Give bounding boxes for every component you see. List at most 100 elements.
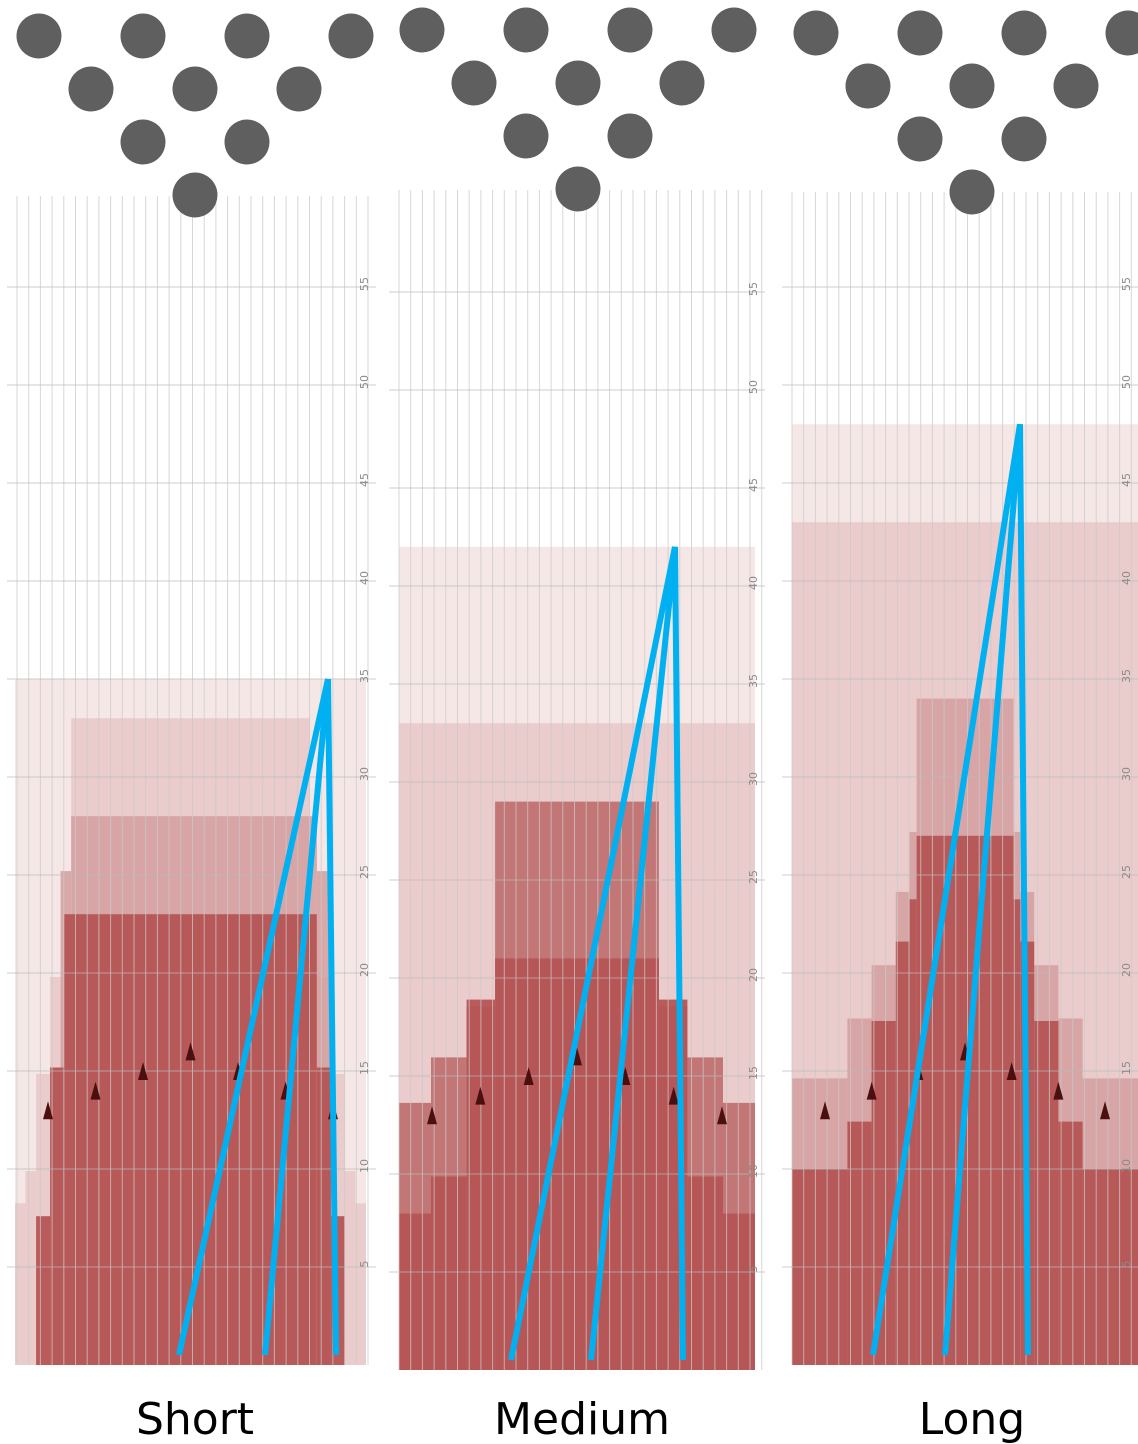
pin-circle-icon — [897, 10, 943, 56]
layer-pale-segment — [15, 1203, 26, 1365]
marker-triangle-icon — [475, 1086, 486, 1105]
marker-triangle-icon — [572, 1047, 582, 1066]
marker-triangle-icon — [43, 1101, 53, 1120]
tick-label: 15 — [1120, 1061, 1133, 1075]
marker-triangle-icon — [90, 1081, 101, 1100]
layer-core-segment — [36, 1216, 51, 1365]
pin-circle-icon — [120, 13, 166, 59]
panel-long: 5 10 15 20 25 30 35 40 45 50 55 — [782, 10, 1138, 1365]
marker-triangle-icon — [138, 1062, 148, 1080]
tick-label: 35 — [747, 674, 760, 688]
pin-circle-icon — [607, 7, 653, 53]
panel-short: 5 10 15 20 25 30 35 40 45 50 55 — [7, 13, 376, 1365]
marker-triangle-icon — [1100, 1101, 1110, 1120]
pin-circle-icon — [276, 66, 322, 112]
tick-label: 15 — [747, 1066, 760, 1080]
tick-label: 20 — [747, 968, 760, 982]
tick-label: 20 — [1120, 963, 1133, 977]
pin-circle-icon — [172, 172, 218, 218]
layer-core-segment — [431, 1176, 467, 1370]
marker-triangle-icon — [866, 1081, 877, 1100]
pin-circle-icon — [845, 63, 891, 109]
layer-pale-segment — [25, 1171, 36, 1365]
tick-label: 50 — [1120, 375, 1133, 389]
marker-triangle-icon — [427, 1106, 437, 1125]
layer-core-segment — [1034, 1021, 1059, 1365]
pin-circle-icon — [897, 116, 943, 162]
pin-circle-icon — [711, 7, 757, 53]
marker-triangle-icon — [523, 1067, 534, 1085]
pin-circle-icon — [16, 13, 62, 59]
pin-circle-icon — [659, 60, 705, 106]
ray-line — [672, 546, 686, 1361]
pin-circle-icon — [1001, 116, 1047, 162]
tick-label: 55 — [1120, 277, 1133, 291]
marker-triangle-icon — [820, 1101, 830, 1120]
marker-triangle-icon — [185, 1042, 196, 1061]
pin-circle-icon — [555, 60, 601, 106]
tick-label: 30 — [747, 772, 760, 786]
tick-label: 25 — [358, 865, 371, 879]
layer-core-segment — [316, 1067, 331, 1365]
tick-label: 45 — [1120, 473, 1133, 487]
tick-label: 10 — [747, 1164, 760, 1178]
tick-label: 35 — [1120, 669, 1133, 683]
tick-label: 25 — [1120, 865, 1133, 879]
tick-label: 45 — [358, 473, 371, 487]
pin-circle-icon — [328, 13, 374, 59]
ray-line — [508, 546, 678, 1361]
tick-label: 50 — [358, 375, 371, 389]
ray-line — [325, 678, 339, 1356]
pin-circle-icon — [555, 166, 601, 212]
layer-core-segment — [871, 1021, 896, 1365]
tick-label: 10 — [358, 1159, 371, 1173]
pin-circle-icon — [503, 7, 549, 53]
tick-label: 20 — [358, 963, 371, 977]
tick-label: 5 — [747, 1266, 760, 1273]
ray-line — [262, 678, 331, 1356]
pin-circle-icon — [949, 169, 995, 215]
ray-line — [588, 546, 678, 1361]
panel-label-medium: Medium — [494, 1394, 670, 1444]
tick-label: 50 — [747, 380, 760, 394]
layer-core-segment — [687, 1176, 723, 1370]
layer-pale-segment — [355, 1203, 366, 1365]
tick-label: 40 — [358, 571, 371, 585]
pin-circle-icon — [172, 66, 218, 112]
layer-pale-segment — [344, 1171, 356, 1365]
tick-label: 15 — [358, 1061, 371, 1075]
panel-label-short: Short — [136, 1394, 254, 1444]
pin-circle-icon — [120, 119, 166, 165]
tick-label: 45 — [747, 478, 760, 492]
pin-circle-icon — [607, 113, 653, 159]
ray-line — [870, 423, 1023, 1356]
pin-circle-icon — [1105, 10, 1138, 56]
layer-core-segment — [50, 1067, 65, 1365]
pin-circle-icon — [68, 66, 114, 112]
layer-core-segment — [847, 1121, 872, 1365]
tick-label: 40 — [1120, 571, 1133, 585]
tick-label: 5 — [1120, 1261, 1133, 1268]
pin-circle-icon — [399, 7, 445, 53]
pin-circle-icon — [224, 119, 270, 165]
pin-circle-icon — [1001, 10, 1047, 56]
tick-label: 25 — [747, 870, 760, 884]
pin-circle-icon — [224, 13, 270, 59]
pin-circle-icon — [503, 113, 549, 159]
pin-circle-icon — [949, 63, 995, 109]
tick-label: 55 — [747, 282, 760, 296]
tick-label: 55 — [358, 277, 371, 291]
tick-label: 30 — [1120, 767, 1133, 781]
ray-line — [1017, 424, 1031, 1356]
layer-core-segment — [1058, 1121, 1083, 1365]
marker-triangle-icon — [717, 1106, 727, 1125]
ray-line — [176, 678, 331, 1356]
tick-label: 5 — [358, 1261, 371, 1268]
marker-triangle-icon — [1053, 1081, 1064, 1100]
panel-medium: 5 10 15 20 25 30 35 40 45 50 55 — [389, 7, 765, 1370]
layer-core-segment — [909, 899, 917, 1365]
ray-line — [942, 423, 1023, 1356]
tick-label: 40 — [747, 576, 760, 590]
layer-core-segment — [399, 1213, 431, 1370]
marker-triangle-icon — [668, 1086, 679, 1105]
